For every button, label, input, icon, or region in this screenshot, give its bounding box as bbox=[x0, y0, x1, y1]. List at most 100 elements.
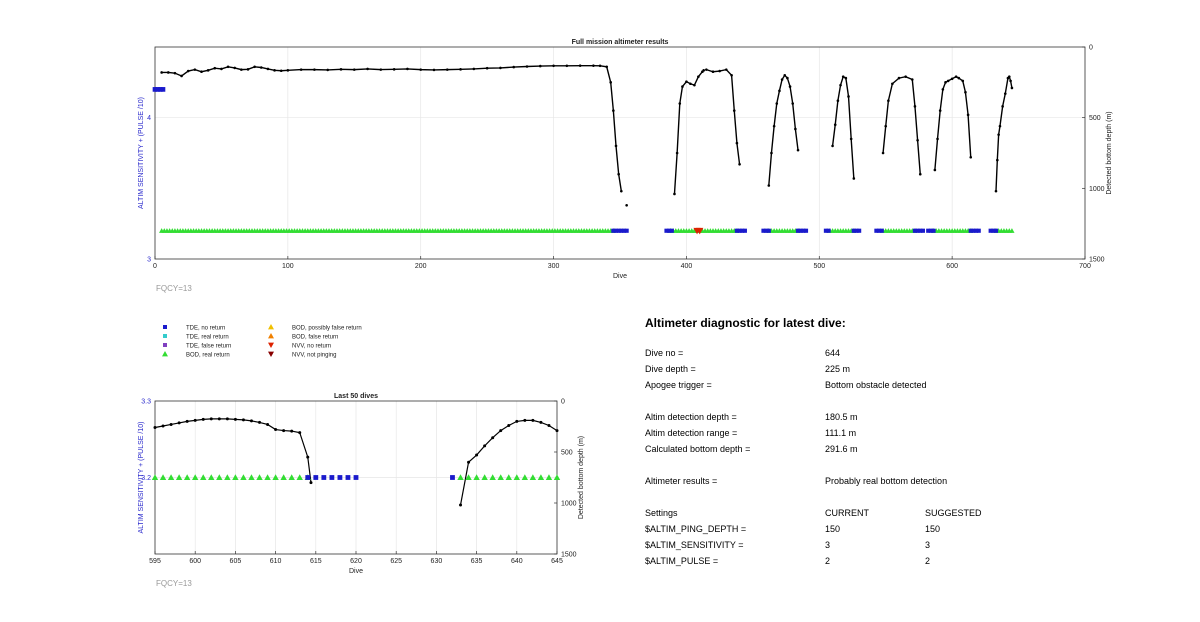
depth-point bbox=[966, 113, 970, 117]
legend-label: BOD, real return bbox=[186, 353, 230, 359]
depth-point bbox=[796, 148, 800, 152]
settings-header-name: Settings bbox=[645, 508, 678, 518]
tde-marker bbox=[305, 475, 311, 480]
depth-point bbox=[836, 99, 840, 103]
x-axis-label: Dive bbox=[349, 568, 363, 575]
x-tick-label: 400 bbox=[681, 263, 693, 270]
depth-point bbox=[226, 65, 230, 69]
legend-marker-triangle bbox=[268, 333, 274, 339]
x-tick-label: 630 bbox=[431, 558, 443, 565]
settings-header-current: CURRENT bbox=[825, 508, 869, 518]
x-tick-label: 645 bbox=[551, 558, 563, 565]
depth-point bbox=[964, 90, 967, 94]
depth-point bbox=[515, 419, 519, 423]
bod-marker bbox=[296, 474, 303, 481]
settings-row-pulse: $ALTIM_PULSE = 2 2 bbox=[645, 556, 1165, 568]
depth-point bbox=[298, 431, 302, 435]
depth-point bbox=[780, 78, 784, 81]
depth-point bbox=[339, 68, 343, 71]
legend-label: BOD, possibly false return bbox=[292, 326, 362, 332]
depth-point bbox=[1009, 79, 1012, 83]
bottom-chart: 595 600 605 610 615 620 625 630 635 640 645 3.2 3.3 0… bbox=[138, 393, 585, 588]
depth-point bbox=[200, 70, 203, 74]
tde-marker bbox=[313, 475, 319, 480]
x-tick-label: 300 bbox=[548, 263, 560, 270]
bod-marker bbox=[151, 474, 159, 481]
x-tick-label: 500 bbox=[813, 263, 825, 270]
tde-marker bbox=[928, 228, 933, 233]
depth-point bbox=[738, 163, 741, 166]
depth-point bbox=[366, 67, 369, 71]
tde-marker bbox=[993, 228, 999, 233]
diag-label: Altim detection range = bbox=[645, 428, 738, 438]
bod-marker bbox=[513, 474, 520, 481]
x-tick-label: 0 bbox=[153, 263, 157, 270]
depth-point bbox=[994, 189, 998, 193]
depth-point bbox=[525, 65, 529, 68]
depth-line bbox=[161, 64, 623, 192]
depth-point bbox=[578, 64, 582, 67]
depth-point bbox=[852, 177, 856, 180]
fqcy-label: FQCY=13 bbox=[156, 579, 192, 588]
depth-point bbox=[997, 133, 1000, 136]
depth-point bbox=[406, 67, 409, 71]
depth-point bbox=[249, 419, 253, 423]
chart-title: Full mission altimeter results bbox=[572, 39, 669, 46]
setting-suggested: 2 bbox=[925, 556, 931, 566]
legend-label: TDE, false return bbox=[186, 344, 231, 350]
depth-point bbox=[499, 429, 503, 433]
chart-title: Last 50 dives bbox=[334, 393, 378, 400]
x-tick-label: 600 bbox=[189, 558, 201, 565]
bod-marker bbox=[272, 474, 279, 481]
x-tick-label: 600 bbox=[946, 263, 958, 270]
depth-point bbox=[775, 102, 779, 105]
y-right-tick-label: 1500 bbox=[561, 552, 577, 559]
depth-point bbox=[884, 124, 888, 128]
tde-marker bbox=[667, 228, 672, 233]
tde-marker bbox=[851, 228, 856, 233]
tde-marker bbox=[624, 228, 629, 233]
depth-line bbox=[995, 75, 1013, 192]
depth-line bbox=[459, 419, 558, 506]
depth-point bbox=[625, 203, 628, 207]
depth-point bbox=[166, 71, 170, 74]
diag-value: 180.5 m bbox=[825, 412, 858, 422]
x-tick-label: 620 bbox=[350, 558, 362, 565]
depth-point bbox=[612, 109, 615, 112]
diag-row-detection-depth: Altim detection depth = 180.5 m bbox=[645, 412, 1165, 424]
depth-point bbox=[772, 124, 776, 128]
x-tick-label: 605 bbox=[230, 558, 242, 565]
depth-point bbox=[233, 417, 237, 421]
tde-marker bbox=[155, 87, 160, 92]
y-left-tick-label: 3.3 bbox=[141, 399, 151, 406]
bod-marker bbox=[192, 474, 199, 481]
depth-point bbox=[213, 66, 217, 70]
depth-point bbox=[499, 66, 502, 70]
depth-point bbox=[910, 78, 914, 81]
tde-marker bbox=[353, 475, 359, 480]
depth-point bbox=[259, 66, 263, 69]
depth-point bbox=[193, 68, 197, 71]
depth-point bbox=[783, 73, 787, 77]
y-right-tick-label: 0 bbox=[1089, 45, 1093, 52]
tde-marker bbox=[968, 228, 973, 233]
diag-row-apogee-trigger: Apogee trigger = Bottom obstacle detecte… bbox=[645, 380, 1165, 392]
bod-marker bbox=[1009, 228, 1015, 233]
depth-point bbox=[770, 151, 773, 155]
depth-point bbox=[887, 99, 890, 103]
diag-row-altimeter-results: Altimeter results = Probably real bottom… bbox=[645, 476, 1165, 488]
y-left-tick-label: 3.2 bbox=[141, 475, 151, 482]
bod-marker bbox=[224, 474, 231, 481]
depth-point bbox=[193, 418, 197, 422]
depth-point bbox=[904, 75, 907, 78]
depth-point bbox=[767, 184, 771, 187]
tde-marker bbox=[912, 228, 918, 233]
fqcy-label: FQCY=13 bbox=[156, 284, 192, 293]
depth-point bbox=[512, 65, 516, 69]
bod-marker bbox=[553, 474, 561, 481]
depth-point bbox=[685, 80, 688, 83]
depth-point bbox=[735, 141, 739, 145]
depth-point bbox=[946, 79, 950, 83]
tde-marker bbox=[854, 228, 859, 233]
